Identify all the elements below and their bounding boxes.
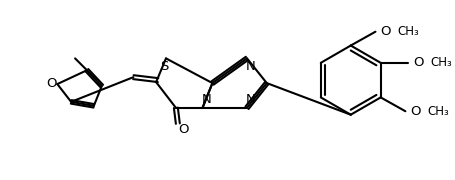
Text: O: O — [380, 25, 390, 38]
Text: N: N — [246, 93, 256, 106]
Text: N: N — [246, 60, 256, 73]
Text: S: S — [160, 60, 168, 73]
Text: O: O — [413, 56, 424, 69]
Text: CH₃: CH₃ — [397, 25, 419, 38]
Text: O: O — [46, 76, 56, 90]
Text: N: N — [202, 93, 212, 106]
Text: O: O — [178, 123, 189, 136]
Text: CH₃: CH₃ — [430, 56, 452, 69]
Text: CH₃: CH₃ — [427, 105, 449, 118]
Text: O: O — [410, 105, 420, 118]
